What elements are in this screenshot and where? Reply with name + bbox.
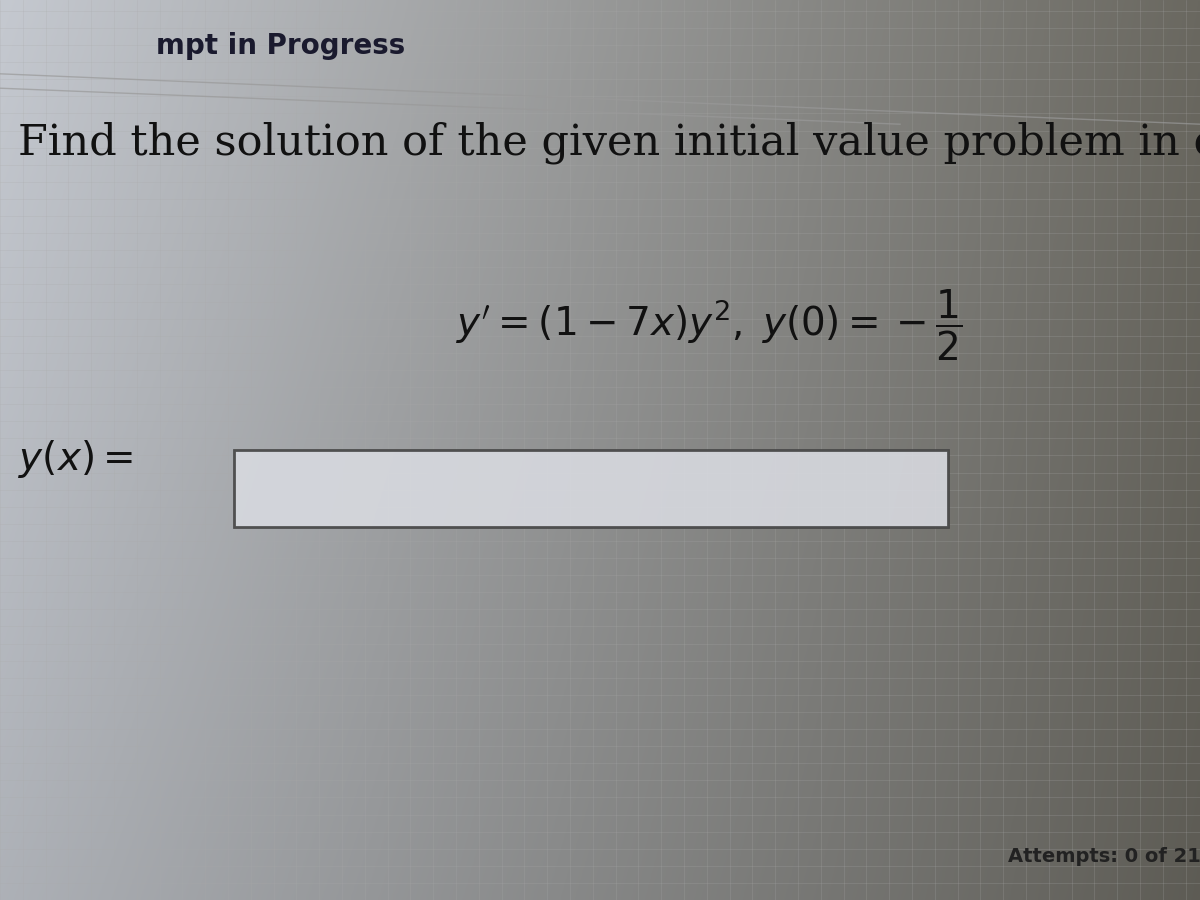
FancyBboxPatch shape	[234, 450, 948, 526]
Text: $y' = (1 - 7x)y^2 , \; y(0) = -\dfrac{1}{2}$: $y' = (1 - 7x)y^2 , \; y(0) = -\dfrac{1}…	[456, 288, 962, 364]
Text: Attempts: 0 of 21: Attempts: 0 of 21	[1008, 847, 1200, 866]
Text: $y(x) =$: $y(x) =$	[18, 438, 133, 480]
Text: Find the solution of the given initial value problem in explicit form.: Find the solution of the given initial v…	[18, 122, 1200, 164]
Text: mpt in Progress: mpt in Progress	[156, 32, 406, 59]
